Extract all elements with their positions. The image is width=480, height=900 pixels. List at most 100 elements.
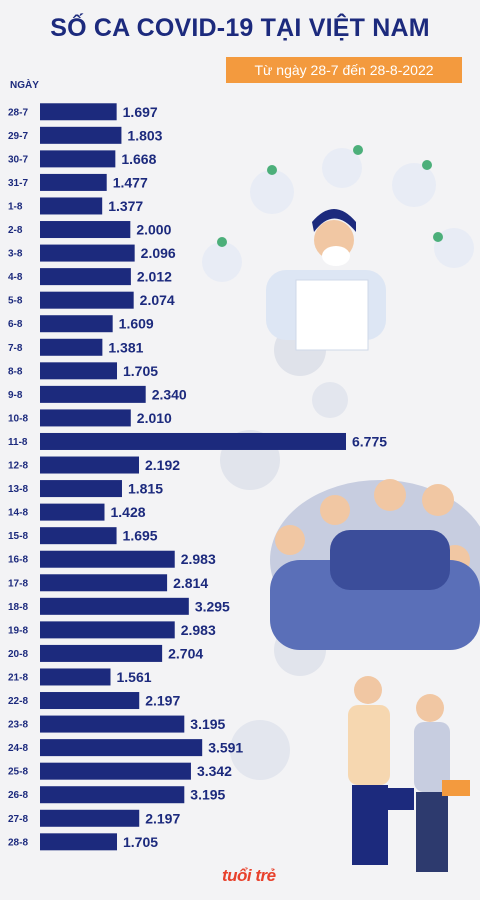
category-label: 17-8 [8,578,28,589]
value-label: 2.192 [145,457,180,473]
value-label: 1.695 [123,528,158,544]
value-label: 2.340 [152,386,187,402]
bar [40,786,185,804]
category-label: 11-8 [8,437,28,448]
bar [40,315,113,333]
category-label: 22-8 [8,696,28,707]
category-label: 6-8 [8,319,23,330]
bar [40,644,163,662]
category-label: 24-8 [8,743,28,754]
value-label: 1.803 [127,127,162,143]
date-range-badge: Từ ngày 28-7 đến 28-8-2022 [226,57,462,83]
value-label: 2.983 [181,551,216,567]
category-label: 25-8 [8,767,28,778]
value-label: 1.428 [110,504,145,520]
bar [40,150,116,168]
bar [40,268,131,286]
value-label: 6.775 [352,433,387,449]
value-label: 2.074 [140,292,175,308]
value-label: 2.983 [181,622,216,638]
category-label: 15-8 [8,531,28,542]
category-label: 27-8 [8,814,28,825]
value-label: 3.195 [190,787,225,803]
bar [40,480,122,498]
value-label: 1.815 [128,481,163,497]
value-label: 2.012 [137,269,172,285]
bar [40,221,131,239]
category-label: 3-8 [8,249,23,260]
value-label: 2.096 [141,245,176,261]
category-label: 10-8 [8,413,28,424]
category-label: 14-8 [8,508,28,519]
bar [40,456,140,474]
value-label: 1.561 [117,669,152,685]
category-label: 9-8 [8,390,23,401]
value-label: 1.609 [119,316,154,332]
bar [40,527,117,545]
value-label: 1.668 [121,151,156,167]
value-label: 3.295 [195,598,230,614]
category-label: 19-8 [8,625,28,636]
category-label: 28-7 [8,107,28,118]
value-label: 3.342 [197,763,232,779]
value-label: 1.381 [108,339,143,355]
category-label: 20-8 [8,649,28,660]
value-label: 1.705 [123,363,158,379]
bar [40,715,185,733]
bar [40,338,103,356]
value-label: 2.704 [168,645,203,661]
bar [40,762,191,780]
category-label: 26-8 [8,790,28,801]
bar [40,409,131,427]
bar [40,668,111,686]
category-label: 29-7 [8,131,28,142]
bar [40,126,122,144]
bar [40,103,117,121]
category-label: 5-8 [8,296,23,307]
value-label: 2.000 [136,222,171,238]
bar [40,432,346,450]
bar [40,385,146,403]
bar [40,809,140,827]
bar [40,574,168,592]
category-label: 23-8 [8,720,28,731]
value-label: 3.591 [208,740,243,756]
category-label: 8-8 [8,366,23,377]
value-label: 3.195 [190,716,225,732]
value-label: 1.697 [123,104,158,120]
tuoi-tre-logo: tuổi trẻ [222,866,276,885]
y-axis-title: NGÀY [10,80,39,91]
category-label: 16-8 [8,555,28,566]
value-label: 1.377 [108,198,143,214]
value-label: 1.705 [123,834,158,850]
bar [40,739,203,757]
bar [40,503,105,521]
category-label: 4-8 [8,272,23,283]
category-label: 18-8 [8,602,28,613]
category-label: 12-8 [8,461,28,472]
category-label: 28-8 [8,837,28,848]
category-label: 7-8 [8,343,23,354]
bar [40,597,189,615]
category-label: 21-8 [8,672,28,683]
chart-title: SỐ CA COVID-19 TẠI VIỆT NAM [50,14,430,42]
bar [40,173,107,191]
bar [40,291,134,309]
bar [40,692,140,710]
category-label: 1-8 [8,201,23,212]
value-label: 2.197 [145,810,180,826]
category-label: 30-7 [8,154,28,165]
category-label: 13-8 [8,484,28,495]
bar [40,621,175,639]
value-label: 2.010 [137,410,172,426]
bar [40,244,135,262]
category-label: 2-8 [8,225,23,236]
bar [40,362,118,380]
value-label: 2.814 [173,575,208,591]
bar [40,833,118,851]
bar [40,197,103,215]
value-label: 1.477 [113,174,148,190]
